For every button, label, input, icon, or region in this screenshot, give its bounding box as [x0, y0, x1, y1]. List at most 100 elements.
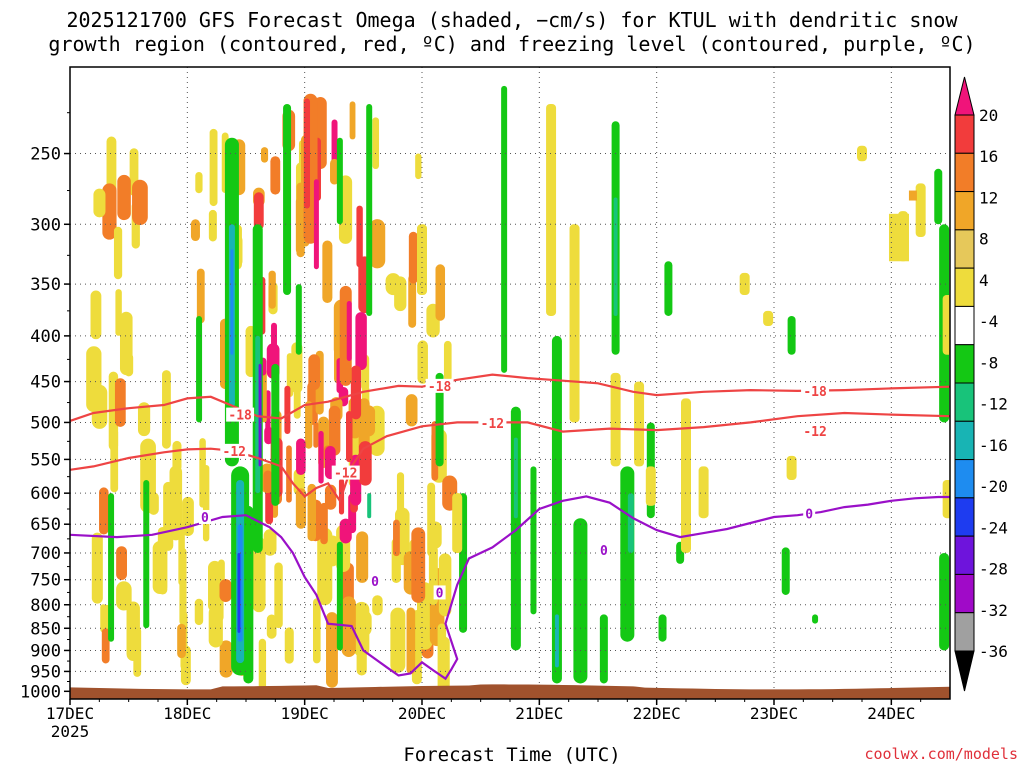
omega-cell [396, 472, 405, 519]
omega-shading [86, 85, 950, 699]
contour-label-bg [220, 443, 249, 458]
colorbar-swatch [954, 459, 975, 499]
omega-cell [113, 226, 123, 280]
omega-cell [293, 379, 301, 419]
omega-cell [313, 179, 319, 270]
omega-cell [336, 137, 343, 225]
colorbar-swatch [954, 191, 975, 231]
colorbar-label: -28 [979, 560, 1008, 579]
omega-cell [172, 440, 182, 472]
omega-cell [325, 535, 340, 567]
omega-cell [888, 213, 909, 262]
omega-cell [126, 601, 140, 662]
colorbar-swatch [954, 573, 975, 614]
omega-cell [313, 421, 319, 448]
omega-cell [346, 410, 353, 463]
y-tick-label: 900 [30, 641, 61, 661]
omega-cell [219, 579, 232, 602]
omega-cell [530, 466, 537, 615]
omega-cell [349, 101, 356, 140]
omega-cell [658, 614, 667, 642]
omega-cell [268, 270, 276, 309]
colorbar-swatch [954, 535, 975, 575]
chart-title-line2: growth region (contoured, red, ºC) and f… [48, 32, 976, 56]
omega-cell [284, 627, 294, 664]
omega-cell [411, 527, 426, 603]
colorbar-label: -20 [979, 477, 1008, 496]
omega-cell [405, 394, 418, 427]
omega-cell [934, 168, 943, 225]
omega-cell [265, 484, 274, 525]
omega-cell [908, 190, 917, 201]
y-tick-label: 650 [30, 515, 61, 535]
omega-cell [261, 368, 267, 423]
contour-label: -18 [803, 385, 827, 400]
contour-label: 0 [600, 544, 608, 559]
omega-cell [162, 370, 171, 449]
contour-label-bg [425, 378, 454, 393]
omega-cell [132, 179, 148, 226]
omega-cell [573, 518, 588, 684]
omega-cell [942, 295, 950, 355]
omega-cell [101, 628, 110, 664]
omega-cell [415, 153, 422, 180]
x-tick-label: 22DEC [633, 704, 681, 723]
omega-cell [501, 85, 508, 373]
omega-cell [339, 518, 352, 544]
colorbar-swatch [954, 229, 975, 269]
omega-cell [408, 274, 417, 328]
contour-labels: -18 -18 -18 -12 -12 -12 -12 0 0 0 0 0 [198, 378, 830, 601]
omega-cell [91, 384, 108, 429]
omega-cell [328, 405, 341, 456]
colorbar-label: -12 [979, 395, 1008, 414]
omega-cell [326, 612, 338, 688]
y-tick-label: 950 [30, 662, 61, 682]
y-tick-label: 750 [30, 571, 61, 591]
omega-cell [119, 311, 133, 376]
colorbar-swatch [954, 420, 975, 461]
omega-cell [408, 231, 418, 284]
omega-cell [116, 581, 132, 611]
x-tick-label: 19DEC [281, 704, 329, 723]
colorbar-swatch [954, 382, 975, 422]
omega-cell [263, 470, 273, 494]
omega-cell [230, 249, 234, 355]
omega-cell [117, 174, 131, 221]
y-tick-label: 350 [30, 275, 61, 295]
omega-cell [787, 315, 796, 355]
contour-label-bg [478, 416, 507, 431]
omega-cell [143, 480, 150, 629]
contour-label-bg [801, 383, 830, 398]
colorbar-label: 16 [979, 147, 998, 166]
colorbar-label: -8 [979, 353, 998, 372]
x-tick-label: 17DEC [46, 704, 94, 723]
omega-cell [358, 398, 370, 452]
omega-cell [939, 552, 950, 651]
omega-cell [295, 488, 307, 529]
y-tick-label: 500 [30, 413, 61, 433]
terrain-fill [70, 684, 950, 699]
omega-cell [263, 529, 277, 556]
omega-cell [108, 493, 115, 642]
colorbar-label: 8 [979, 230, 989, 249]
omega-cell [346, 300, 352, 361]
omega-cell [114, 378, 126, 427]
contour-label: 0 [436, 586, 444, 601]
omega-cell [336, 541, 343, 651]
x-tick-label: 18DEC [163, 704, 211, 723]
omega-cell [305, 401, 313, 449]
omega-cell [274, 562, 283, 629]
colorbar-swatch [954, 114, 975, 154]
omega-cell [199, 438, 206, 508]
omega-cell [106, 136, 117, 194]
omega-cell [698, 466, 709, 519]
omega-cell [271, 363, 280, 506]
omega-cell [99, 487, 109, 535]
omega-cell [93, 188, 106, 218]
omega-cell [91, 532, 103, 604]
omega-cell [137, 402, 151, 437]
contour-label: -12 [481, 417, 504, 432]
omega-cell [664, 261, 673, 316]
omega-cell [219, 640, 233, 678]
omega-cell [443, 340, 452, 382]
